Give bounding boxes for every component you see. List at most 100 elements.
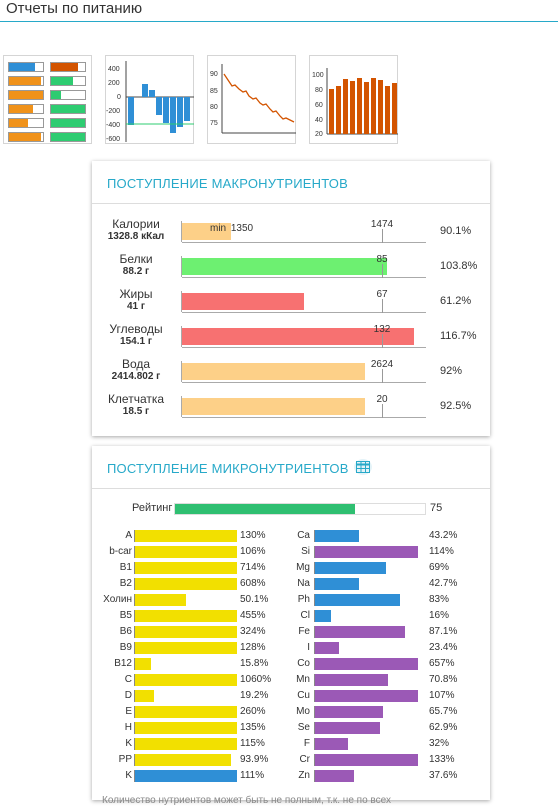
thumb-tick: -200: [106, 108, 120, 115]
nutrient-percent: 23.4%: [429, 642, 458, 653]
nutrient-percent: 135%: [240, 722, 266, 733]
macro-bar-fill: [182, 363, 365, 380]
nutrient-bar-fill: [135, 626, 237, 638]
nutrient-bar-track: [134, 546, 237, 558]
micronutrients-panel: Поступление микронутриентов Рейтинг 75 A…: [92, 446, 490, 806]
nutrient-name: B2: [119, 578, 132, 589]
macro-bar-track: 85: [181, 254, 426, 278]
nutrient-percent: 15.8%: [240, 658, 269, 669]
nutrient-bar-fill: [315, 722, 380, 734]
nutrient-bar-track: [314, 738, 418, 750]
nutrient-name: K: [125, 738, 132, 749]
macro-baseline: [182, 347, 426, 348]
nutrient-percent: 260%: [240, 706, 266, 717]
vitamins-column: A 130% b-car 106% B1 714% B2 608% Холин 50.1% B5 45…: [92, 528, 282, 784]
norm-value: 2624: [370, 359, 394, 370]
nutrient-name: Cu: [297, 690, 310, 701]
nutrient-bar-fill: [135, 674, 237, 686]
nutrient-name: F: [303, 738, 310, 749]
nutrient-name: Mg: [296, 562, 310, 573]
nutrient-bar-track: [314, 642, 418, 654]
nutrient-bar-fill: [135, 530, 237, 542]
nutrient-bar-fill: [315, 594, 401, 606]
macro-label: Углеводы 154.1 г: [92, 322, 180, 348]
macro-name: Жиры: [119, 287, 153, 301]
thumb-bar: [50, 62, 86, 72]
nutrient-name: Se: [297, 722, 310, 733]
nutrient-percent: 714%: [240, 562, 266, 573]
nutrient-bar-track: [134, 674, 237, 686]
nutrient-bar-track: [134, 754, 237, 766]
table-view-icon[interactable]: [354, 459, 372, 475]
macro-bar-track: 1474 min 1350: [181, 219, 426, 243]
nutrient-row: K 111%: [92, 768, 282, 784]
norm-value: 67: [376, 289, 388, 300]
nutrient-bar-fill: [315, 546, 418, 558]
nutrient-bar-track: [134, 610, 237, 622]
nutrient-row: Se 62.9%: [282, 720, 490, 736]
nutrient-bar-track: [134, 626, 237, 638]
macro-label: Белки 88.2 г: [92, 252, 180, 278]
thumb-bar: [50, 76, 86, 86]
nutrient-bar-track: [134, 594, 237, 606]
nutrient-row: Mg 69%: [282, 560, 490, 576]
nutrient-bar-track: [134, 770, 237, 782]
column-chart-thumbnail[interactable]: 100 80 60 40 20: [309, 55, 398, 144]
weight-line-thumbnail[interactable]: 90 85 80 75: [207, 55, 296, 144]
rating-value: 75: [430, 502, 443, 514]
nutrient-name: C: [124, 674, 132, 685]
nutrient-bar-track: [134, 690, 237, 702]
thumb-bar: [8, 104, 44, 114]
nutrient-name: Si: [301, 546, 310, 557]
macro-percent: 90.1%: [440, 225, 472, 237]
nutrient-bar-track: [314, 770, 418, 782]
nutrient-percent: 19.2%: [240, 690, 269, 701]
macro-name: Калории: [112, 217, 160, 231]
nutrient-percent: 32%: [429, 738, 450, 749]
norm-value: 1474: [370, 219, 394, 230]
macro-baseline: [182, 242, 426, 243]
nutrient-bar-fill: [315, 562, 387, 574]
nutrient-row: Cr 133%: [282, 752, 490, 768]
nutrient-bar-track: [314, 594, 418, 606]
nutrient-percent: 107%: [429, 690, 455, 701]
macro-name: Углеводы: [109, 322, 163, 336]
nutrient-name: B1: [119, 562, 132, 573]
nutrient-row: Co 657%: [282, 656, 490, 672]
thumb-bar: [50, 104, 86, 114]
nutrient-row: Cl 16%: [282, 608, 490, 624]
nutrient-name: D: [124, 690, 132, 701]
macro-label: Жиры 41 г: [92, 287, 180, 313]
bars-comparison-thumbnail[interactable]: [3, 55, 92, 144]
thumb-tick: 0: [117, 94, 121, 101]
macro-bar-fill: [182, 293, 304, 310]
nutrient-percent: 115%: [240, 738, 265, 749]
nutrient-bar-fill: [315, 738, 348, 750]
macro-row: Белки 88.2 г 85 103.8%: [92, 246, 490, 281]
rating-fill: [175, 504, 355, 514]
nutrient-name: Zn: [298, 770, 310, 781]
macro-baseline: [182, 382, 426, 383]
thumb-tick: 80: [210, 104, 218, 111]
thumb-bar: [8, 76, 44, 86]
macro-amount: 18.5 г: [122, 406, 150, 417]
nutrient-percent: 69%: [429, 562, 450, 573]
nutrient-bar-track: [134, 562, 237, 574]
nutrient-name: B12: [114, 658, 132, 669]
thumb-tick: 200: [108, 80, 120, 87]
nutrient-bar-track: [314, 722, 418, 734]
nutrient-bar-track: [314, 610, 418, 622]
nutrient-bar-track: [314, 626, 418, 638]
macro-amount: 88.2 г: [122, 266, 150, 277]
nutrient-percent: 16%: [429, 610, 450, 621]
macro-amount: 154.1 г: [120, 336, 152, 347]
nutrient-row: E 260%: [92, 704, 282, 720]
macro-bar-fill: [182, 398, 365, 415]
panel-header: Поступление микронутриентов: [92, 446, 490, 489]
min-value: 1350: [230, 223, 254, 234]
nutrient-bar-fill: [135, 610, 237, 622]
deviation-chart-thumbnail[interactable]: 400 200 0 -200 -400 -600: [105, 55, 194, 144]
nutrient-percent: 62.9%: [429, 722, 458, 733]
nutrient-row: A 130%: [92, 528, 282, 544]
nutrient-percent: 130%: [240, 530, 266, 541]
